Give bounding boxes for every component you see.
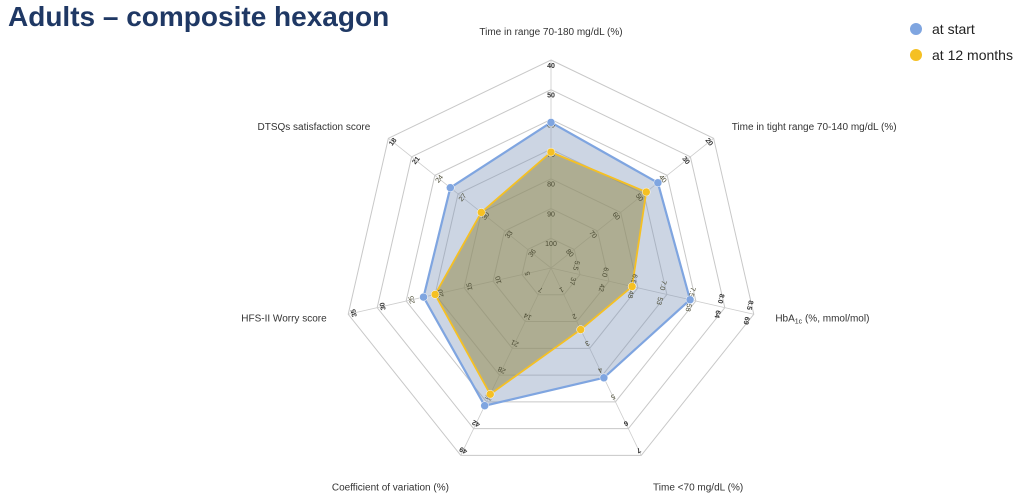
- tick-label: 18: [388, 137, 398, 148]
- series-point-start: [546, 118, 556, 127]
- series-point-12-months: [576, 325, 585, 334]
- grid-ring: [405, 118, 697, 403]
- grid-ring: [376, 89, 726, 430]
- tick-label: 70: [587, 230, 597, 241]
- tick-label: 6.5: [629, 273, 638, 284]
- tick-label: 50: [634, 193, 644, 204]
- tick-label: 80: [564, 248, 574, 259]
- series-point-12-months: [430, 290, 440, 299]
- series-point-start: [599, 373, 609, 383]
- tick-label: 28: [497, 365, 507, 375]
- legend-marker-start: [910, 23, 922, 35]
- tick-label: 3: [584, 339, 591, 347]
- radar-series-areas: [422, 121, 692, 407]
- tick-label: 5.5: [571, 260, 580, 271]
- tick-label: 5: [609, 392, 616, 400]
- tick-label: 10: [495, 275, 504, 284]
- tick-label: 36: [528, 248, 538, 259]
- tick-label: 30: [481, 211, 491, 222]
- series-point-start: [653, 178, 663, 188]
- tick-label: 27: [458, 193, 468, 204]
- legend: at start at 12 months: [910, 16, 1013, 68]
- legend-label-start: at start: [932, 21, 975, 37]
- tick-label: 100: [545, 241, 557, 248]
- tick-label: 7: [635, 446, 642, 454]
- series-point-start: [480, 401, 489, 410]
- legend-item-start: at start: [910, 16, 1013, 42]
- tick-label: 49: [458, 445, 468, 455]
- tick-label: 30: [680, 156, 690, 167]
- series-point-12-months: [627, 282, 637, 291]
- tick-label: 6: [622, 419, 629, 427]
- tick-label: 7.5: [687, 286, 696, 297]
- tick-label: 53: [655, 296, 664, 305]
- tick-label: 21: [510, 338, 520, 348]
- tick-label: 4: [597, 365, 604, 373]
- tick-label: 2: [571, 312, 578, 320]
- radar-series-points: [419, 118, 695, 410]
- tick-label: 50: [547, 93, 555, 100]
- tick-label: 30: [379, 302, 388, 311]
- grid-ring: [434, 148, 668, 376]
- series-point-12-months: [485, 389, 495, 399]
- tick-label: 20: [704, 137, 714, 148]
- tick-label: 20: [437, 288, 446, 297]
- tick-label: 6.0: [600, 266, 609, 277]
- series-point-start: [446, 183, 455, 192]
- axis-label: Time in tight range 70-140 mg/dL (%): [732, 122, 897, 133]
- axis-label: HbA1c (%, mmol/mol): [775, 313, 869, 326]
- tick-label: 8.0: [716, 293, 725, 304]
- page-title: Adults – composite hexagon: [8, 1, 390, 32]
- tick-label: 37: [568, 276, 577, 285]
- legend-item-12-months: at 12 months: [910, 42, 1013, 68]
- tick-label: 80: [547, 182, 555, 189]
- legend-marker-12-months: [910, 49, 922, 61]
- tick-label: 69: [742, 316, 751, 325]
- tick-label: 58: [684, 303, 693, 312]
- tick-label: 40: [547, 63, 555, 70]
- tick-label: 25: [408, 295, 417, 304]
- tick-label: 14: [523, 311, 533, 321]
- tick-label: 7: [537, 285, 544, 293]
- series-area-12-months: [434, 151, 648, 396]
- tick-label: 1: [558, 285, 565, 293]
- radar-tick-labels: 405060708090100203040506070808.5698.0647…: [350, 63, 754, 455]
- axis-label: HFS-II Worry score: [241, 313, 327, 324]
- series-point-start: [685, 295, 695, 304]
- axis-label: DTSQs satisfaction score: [257, 122, 370, 133]
- tick-label: 35: [350, 308, 359, 317]
- radar-axis-labels: Time in range 70-180 mg/dL (%) Time in ti…: [241, 27, 896, 494]
- series-point-12-months: [546, 147, 556, 157]
- tick-label: 21: [411, 155, 421, 166]
- axis-label: Time in range 70-180 mg/dL (%): [479, 27, 622, 38]
- tick-label: 60: [611, 211, 621, 222]
- tick-label: 42: [597, 283, 606, 292]
- legend-label-12-months: at 12 months: [932, 47, 1013, 63]
- series-point-12-months: [477, 208, 486, 217]
- tick-label: 7.0: [658, 280, 667, 291]
- tick-label: 24: [435, 174, 445, 185]
- tick-label: 42: [471, 418, 481, 428]
- axis-label: Time <70 mg/dL (%): [653, 482, 743, 493]
- tick-label: 48: [626, 290, 635, 299]
- tick-label: 64: [713, 309, 722, 318]
- series-point-12-months: [641, 187, 651, 197]
- tick-label: 8.5: [745, 300, 754, 311]
- tick-label: 40: [657, 174, 667, 185]
- tick-label: 5: [524, 270, 532, 275]
- axis-label: Coefficient of variation (%): [332, 482, 449, 493]
- tick-label: 15: [466, 282, 475, 291]
- tick-label: 33: [504, 230, 514, 241]
- series-point-start: [419, 292, 428, 302]
- tick-label: 90: [547, 211, 555, 218]
- grid-ring: [347, 59, 755, 456]
